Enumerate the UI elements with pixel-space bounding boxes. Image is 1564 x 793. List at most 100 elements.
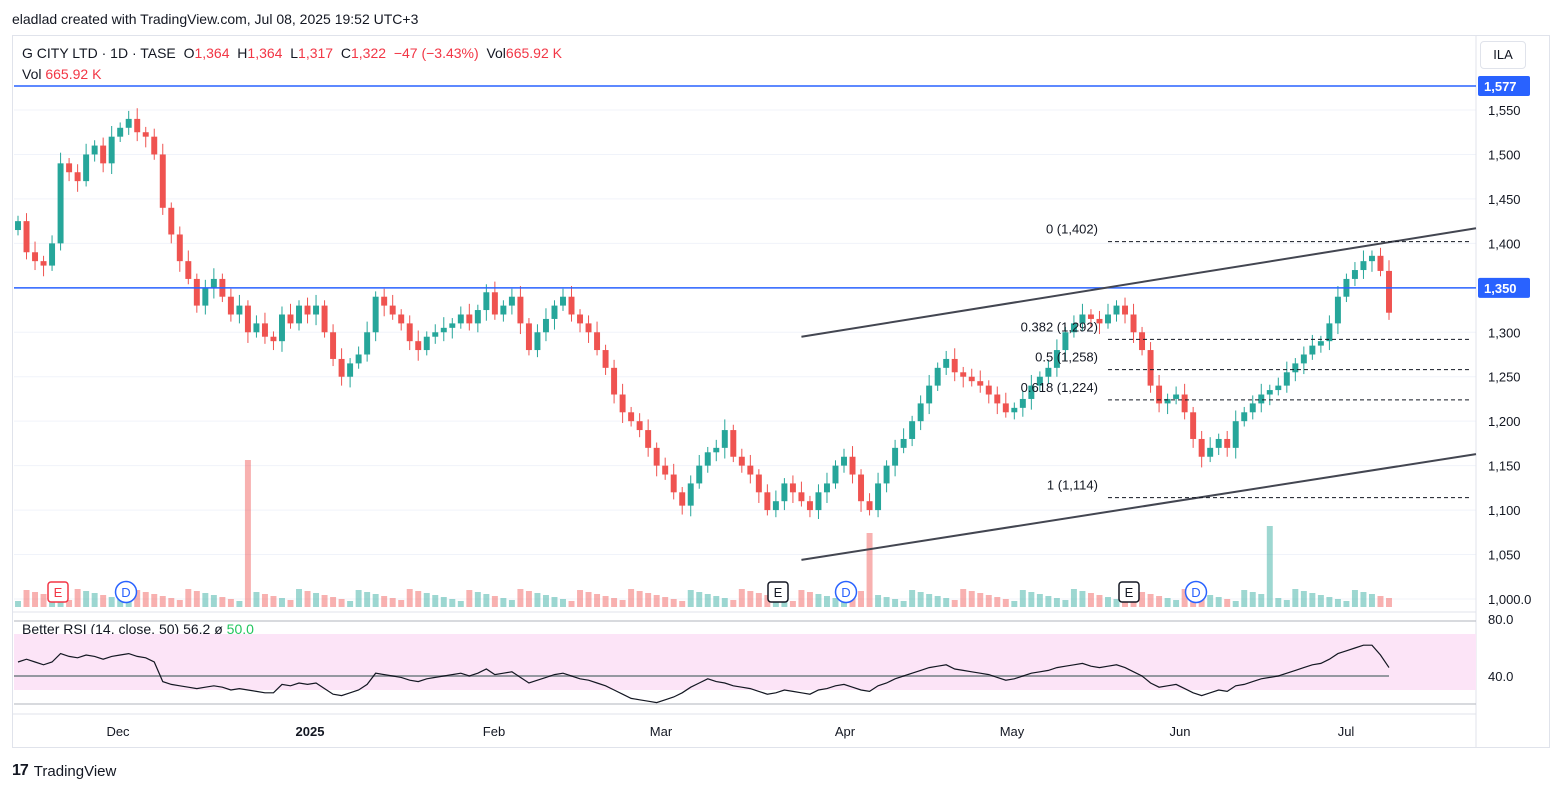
candle-body[interactable] xyxy=(304,305,311,315)
candle-body[interactable] xyxy=(253,323,260,333)
candle-body[interactable] xyxy=(1224,438,1231,448)
candle-body[interactable] xyxy=(1130,314,1137,333)
candle-body[interactable] xyxy=(628,412,635,422)
candle-body[interactable] xyxy=(883,465,890,484)
candle-body[interactable] xyxy=(875,483,882,511)
candle-body[interactable] xyxy=(1156,385,1163,404)
candle-body[interactable] xyxy=(1198,438,1205,457)
candle-body[interactable] xyxy=(321,305,328,333)
candle-body[interactable] xyxy=(1241,412,1248,422)
candle-body[interactable] xyxy=(347,363,354,377)
candle-body[interactable] xyxy=(585,323,592,333)
candle-body[interactable] xyxy=(611,367,618,395)
candle-body[interactable] xyxy=(1249,403,1256,413)
candle-body[interactable] xyxy=(1215,438,1222,448)
candle-body[interactable] xyxy=(1377,255,1384,271)
candle-body[interactable] xyxy=(679,492,686,506)
candle-body[interactable] xyxy=(1292,363,1299,373)
candle-body[interactable] xyxy=(1079,314,1086,324)
candle-body[interactable] xyxy=(1045,367,1052,377)
candle-body[interactable] xyxy=(926,385,933,404)
candle-body[interactable] xyxy=(83,154,90,182)
candle-body[interactable] xyxy=(1070,323,1077,333)
candle-body[interactable] xyxy=(943,358,950,368)
candle-body[interactable] xyxy=(1062,332,1069,351)
candle-body[interactable] xyxy=(849,456,856,475)
candle-body[interactable] xyxy=(909,421,916,439)
candle-body[interactable] xyxy=(432,332,439,337)
candle-body[interactable] xyxy=(1309,345,1316,355)
candle-body[interactable] xyxy=(338,358,345,377)
candle-body[interactable] xyxy=(1326,323,1333,342)
candle-body[interactable] xyxy=(994,394,1001,404)
candle-body[interactable] xyxy=(1317,341,1324,346)
candle-body[interactable] xyxy=(542,318,549,333)
candle-body[interactable] xyxy=(100,145,107,164)
candle-body[interactable] xyxy=(406,323,413,342)
candle-body[interactable] xyxy=(491,292,498,315)
candle-body[interactable] xyxy=(645,430,652,448)
candle-body[interactable] xyxy=(415,341,422,351)
candle-body[interactable] xyxy=(1360,261,1367,271)
candle-body[interactable] xyxy=(747,465,754,475)
candle-body[interactable] xyxy=(806,501,813,511)
candle-body[interactable] xyxy=(185,261,192,279)
candle-body[interactable] xyxy=(551,305,558,319)
earnings-marker[interactable] xyxy=(47,581,69,603)
candle-body[interactable] xyxy=(560,296,566,306)
candle-body[interactable] xyxy=(210,278,217,288)
symbol-legend[interactable]: G CITY LTD · 1D · TASE O1,364 H1,364 L1,… xyxy=(22,45,562,61)
candle-body[interactable] xyxy=(789,483,796,493)
dividend-marker[interactable] xyxy=(834,580,858,604)
earnings-marker[interactable] xyxy=(767,581,789,603)
candle-body[interactable] xyxy=(687,483,694,506)
candle-body[interactable] xyxy=(568,296,575,315)
candle-body[interactable] xyxy=(823,483,830,493)
candle-body[interactable] xyxy=(313,305,320,315)
candle-body[interactable] xyxy=(1147,350,1154,386)
candle-body[interactable] xyxy=(960,372,967,377)
candle-body[interactable] xyxy=(1334,296,1341,324)
candle-body[interactable] xyxy=(764,492,771,511)
candle-body[interactable] xyxy=(713,447,720,453)
earnings-marker[interactable] xyxy=(1118,581,1140,603)
candle-body[interactable] xyxy=(466,314,473,324)
candle-body[interactable] xyxy=(977,381,984,386)
candle-body[interactable] xyxy=(730,430,737,457)
candle-body[interactable] xyxy=(1300,354,1307,364)
candle-body[interactable] xyxy=(1351,270,1358,279)
candle-body[interactable] xyxy=(1275,385,1282,391)
candle-body[interactable] xyxy=(1207,447,1214,457)
candle-body[interactable] xyxy=(381,296,388,306)
candle-body[interactable] xyxy=(755,474,762,493)
candle-body[interactable] xyxy=(423,336,430,351)
candle-body[interactable] xyxy=(296,305,302,324)
symbol-name[interactable]: G CITY LTD · 1D · TASE xyxy=(22,45,176,61)
rsi-line[interactable] xyxy=(17,644,1390,704)
candle-body[interactable] xyxy=(49,243,56,266)
candle-body[interactable] xyxy=(866,501,873,511)
candle-body[interactable] xyxy=(517,296,524,324)
currency-button[interactable]: ILA xyxy=(1480,41,1526,69)
candle-body[interactable] xyxy=(985,385,992,395)
candle-body[interactable] xyxy=(236,305,243,315)
candle-body[interactable] xyxy=(696,465,703,484)
candle-body[interactable] xyxy=(134,118,141,133)
candle-body[interactable] xyxy=(1002,403,1009,413)
candle-body[interactable] xyxy=(577,314,584,324)
candle-body[interactable] xyxy=(798,492,805,502)
candle-body[interactable] xyxy=(670,474,677,493)
candle-body[interactable] xyxy=(168,207,175,235)
candle-body[interactable] xyxy=(1087,314,1094,319)
candle-body[interactable] xyxy=(858,474,865,502)
candle-body[interactable] xyxy=(364,332,371,355)
candle-body[interactable] xyxy=(772,501,779,511)
candle-body[interactable] xyxy=(900,438,907,448)
candle-body[interactable] xyxy=(721,430,728,448)
candle-body[interactable] xyxy=(1011,407,1018,413)
candle-body[interactable] xyxy=(602,350,609,368)
candle-body[interactable] xyxy=(440,327,447,333)
candle-body[interactable] xyxy=(525,323,532,351)
candle-body[interactable] xyxy=(279,314,285,342)
candle-body[interactable] xyxy=(781,483,788,502)
